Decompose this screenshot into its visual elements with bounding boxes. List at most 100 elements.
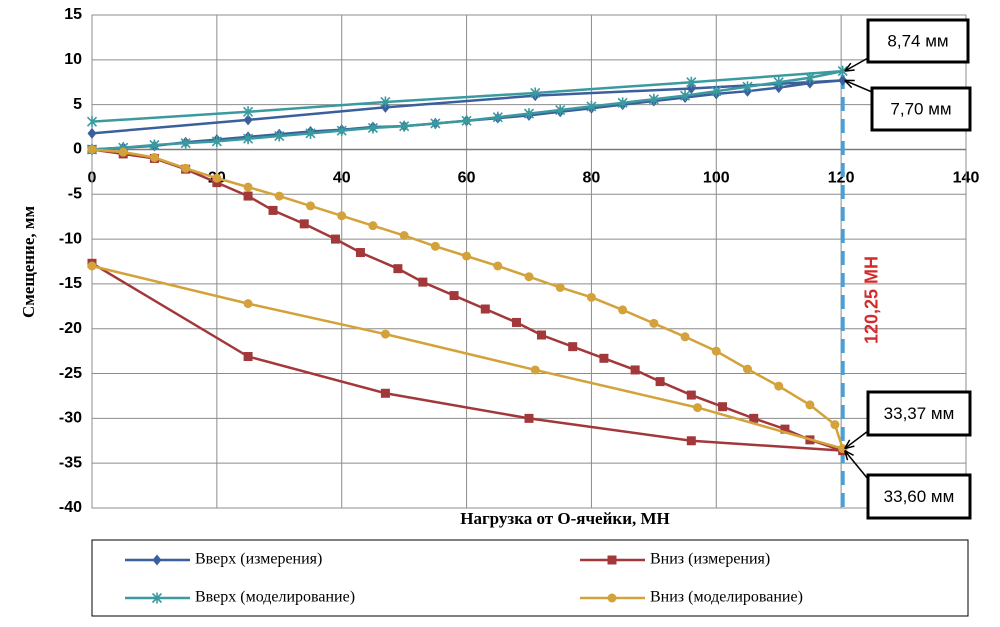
marker <box>399 231 409 241</box>
marker <box>462 251 472 261</box>
marker <box>181 163 191 173</box>
marker <box>180 137 191 149</box>
legend-label: Вниз (измерения) <box>650 551 770 568</box>
marker <box>780 424 790 434</box>
marker <box>749 413 759 423</box>
marker <box>211 135 222 147</box>
marker <box>743 364 752 374</box>
marker <box>599 353 609 363</box>
legend-marker <box>607 555 617 565</box>
annotation-box <box>866 390 972 437</box>
marker <box>773 76 784 88</box>
y-tick-label: 10 <box>64 51 82 68</box>
marker <box>368 221 378 231</box>
marker <box>330 234 340 244</box>
marker <box>337 211 347 221</box>
marker <box>512 317 522 327</box>
marker <box>87 144 97 154</box>
y-axis-title: Смещение, мм <box>19 206 38 319</box>
x-tick-label: 120 <box>828 170 855 187</box>
marker <box>586 292 596 302</box>
y-tick-label: -20 <box>59 320 82 337</box>
marker <box>243 182 253 192</box>
legend-marker <box>152 554 162 566</box>
x-tick-label: 100 <box>703 170 730 187</box>
marker <box>774 381 784 391</box>
y-tick-label: 15 <box>64 6 82 23</box>
y-tick-label: -25 <box>59 365 82 382</box>
annotation-text: 33,60 мм <box>884 487 955 506</box>
marker <box>243 106 254 118</box>
marker <box>586 100 597 112</box>
marker <box>380 96 391 108</box>
plot-frame <box>91 14 967 509</box>
legend-marker <box>151 592 163 604</box>
marker <box>380 388 390 398</box>
marker <box>367 122 378 134</box>
annotation-arrowhead <box>844 62 855 72</box>
marker <box>493 261 503 271</box>
annotation-arrow <box>844 430 869 450</box>
marker <box>617 97 628 109</box>
marker <box>306 201 315 211</box>
marker <box>243 114 253 126</box>
annotation-arrow <box>844 57 869 72</box>
legend-label: Вверх (моделирование) <box>195 589 355 606</box>
annotation-arrowhead <box>843 449 854 461</box>
legend-box <box>91 539 969 617</box>
marker <box>461 115 472 127</box>
marker <box>268 205 278 215</box>
marker <box>524 413 534 423</box>
marker <box>449 291 459 301</box>
series-line <box>91 69 843 151</box>
annotation-box <box>866 473 972 520</box>
x-tick-label: 80 <box>583 170 601 187</box>
marker <box>618 305 628 315</box>
y-tick-label: 5 <box>73 96 82 113</box>
marker <box>430 117 441 129</box>
y-tick-label: -40 <box>59 499 82 516</box>
marker <box>804 72 815 84</box>
marker <box>680 90 691 102</box>
marker <box>243 191 253 201</box>
marker <box>243 352 253 362</box>
marker <box>149 139 160 151</box>
marker <box>530 87 541 99</box>
y-tick-label: -35 <box>59 454 82 471</box>
annotation-arrow <box>844 450 869 480</box>
marker <box>336 125 347 137</box>
x-axis-title: Нагрузка от О-ячейки, МН <box>460 509 670 528</box>
y-tick-label: -15 <box>59 275 82 292</box>
y-tick-label: -5 <box>68 185 82 202</box>
legend-marker <box>607 593 617 603</box>
marker <box>399 120 410 132</box>
y-tick-label: -10 <box>59 230 82 247</box>
marker <box>274 191 284 201</box>
y-tick-label: 0 <box>73 141 82 158</box>
marker <box>718 402 728 412</box>
marker <box>118 147 128 157</box>
marker <box>149 153 159 163</box>
marker <box>305 127 316 139</box>
marker <box>87 261 97 271</box>
marker <box>686 390 696 400</box>
marker <box>686 76 697 88</box>
marker <box>86 116 98 128</box>
marker <box>742 81 753 93</box>
annotation-text: 8,74 мм <box>887 31 948 50</box>
marker <box>212 173 222 183</box>
series-line <box>91 79 843 151</box>
marker <box>680 332 690 342</box>
legend-label: Вниз (моделирование) <box>650 589 803 606</box>
annotation-text: 33,37 мм <box>884 404 955 423</box>
annotation-box <box>870 86 972 132</box>
marker <box>568 342 578 352</box>
marker <box>648 93 659 105</box>
x-tick-label: 40 <box>333 170 351 187</box>
legend-label: Вверх (измерения) <box>195 551 322 568</box>
annotation-arrowhead <box>844 439 855 450</box>
marker <box>243 133 254 145</box>
marker <box>536 330 546 340</box>
marker <box>711 346 721 356</box>
